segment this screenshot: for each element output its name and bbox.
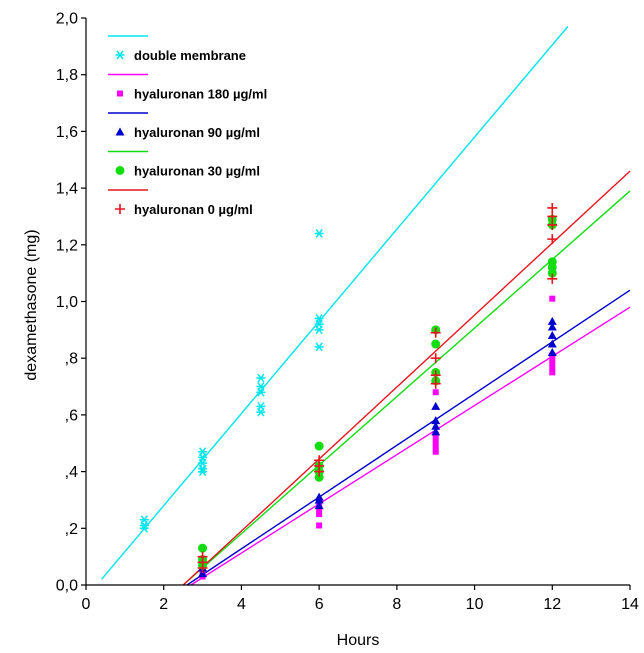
data-point-hyaluronan-180-g-ml [316, 522, 323, 529]
data-point-hyaluronan-90-g-ml [547, 339, 557, 348]
data-point-double-membrane [314, 229, 324, 238]
data-point-double-membrane [139, 523, 149, 533]
y-tick-label: ,4 [65, 464, 78, 481]
data-point-hyaluronan-90-g-ml [314, 492, 324, 501]
data-point-hyaluronan-0-g-ml [547, 273, 558, 284]
data-point-hyaluronan-180-g-ml [549, 369, 556, 376]
data-point-hyaluronan-90-g-ml [198, 569, 208, 578]
y-tick-label: ,6 [65, 407, 78, 424]
y-tick-label: 1,2 [56, 237, 78, 254]
data-point-hyaluronan-180-g-ml [432, 437, 439, 444]
data-point-hyaluronan-30-g-ml [314, 472, 324, 482]
x-tick-label: 2 [159, 596, 168, 613]
fit-line-hyaluronan-90-g-ml [186, 289, 631, 586]
legend-label-hyaluronan-30-g-ml: hyaluronan 30 µg/ml [134, 164, 260, 179]
legend-marker-hyaluronan-180-g-ml [117, 90, 123, 97]
data-point-double-membrane [314, 325, 324, 335]
data-point-hyaluronan-180-g-ml [432, 443, 439, 450]
data-point-hyaluronan-180-g-ml [549, 363, 556, 370]
legend-marker-hyaluronan-30-g-ml [115, 166, 125, 175]
data-point-hyaluronan-90-g-ml [547, 322, 557, 331]
y-axis-title: dexamethasone (mg) [23, 229, 40, 380]
legend-label-hyaluronan-0-g-ml: hyaluronan 0 µg/ml [134, 202, 253, 217]
legend-label-double-membrane: double membrane [134, 48, 246, 63]
data-point-hyaluronan-90-g-ml [547, 316, 557, 325]
data-point-hyaluronan-0-g-ml [547, 234, 558, 245]
x-tick-label: 14 [621, 596, 639, 613]
data-point-double-membrane [256, 373, 266, 383]
data-point-double-membrane [314, 342, 324, 352]
data-point-hyaluronan-0-g-ml [314, 466, 325, 477]
data-point-hyaluronan-180-g-ml [549, 295, 556, 302]
data-point-hyaluronan-90-g-ml [547, 348, 557, 357]
fit-lines [101, 26, 631, 586]
data-point-hyaluronan-180-g-ml [549, 358, 556, 365]
x-tick-label: 8 [392, 596, 401, 613]
x-tick-label: 0 [82, 596, 91, 613]
data-point-hyaluronan-0-g-ml [547, 211, 558, 222]
legend: double membrane hyaluronan 180 µg/ml hyalu… [108, 35, 267, 217]
data-point-hyaluronan-180-g-ml [316, 511, 323, 518]
data-point-double-membrane [256, 382, 266, 391]
data-point-hyaluronan-0-g-ml [430, 370, 441, 381]
data-point-hyaluronan-90-g-ml [314, 501, 324, 510]
data-point-hyaluronan-90-g-ml [431, 401, 441, 410]
fit-line-hyaluronan-30-g-ml [182, 190, 631, 586]
data-point-hyaluronan-30-g-ml [314, 441, 324, 451]
data-point-hyaluronan-90-g-ml [431, 421, 441, 430]
data-point-hyaluronan-0-g-ml [430, 378, 441, 389]
data-point-hyaluronan-0-g-ml [547, 202, 558, 213]
data-point-hyaluronan-180-g-ml [432, 448, 439, 455]
y-tick-label: ,8 [65, 351, 78, 368]
data-point-double-membrane [256, 387, 266, 397]
data-point-double-membrane [256, 407, 266, 417]
axes: 0 2 4 6 8 10 12 14 0,0 ,2 ,4 ,6 ,8 1,0 1,2 1,4 1,6 1,8 2,0 [56, 11, 639, 614]
y-tick-label: 1,0 [56, 294, 78, 311]
data-point-hyaluronan-0-g-ml [430, 327, 441, 338]
data-point-hyaluronan-30-g-ml [198, 543, 208, 553]
fit-line-hyaluronan-180-g-ml [190, 306, 631, 586]
legend-label-hyaluronan-180-g-ml: hyaluronan 180 µg/ml [134, 87, 267, 102]
data-point-hyaluronan-0-g-ml [197, 562, 208, 573]
data-point-double-membrane [198, 467, 208, 477]
y-tick-label: 1,4 [56, 181, 78, 198]
y-tick-label: 1,8 [56, 67, 78, 84]
y-tick-label: 0,0 [56, 578, 78, 595]
data-point-hyaluronan-30-g-ml [547, 268, 557, 278]
data-point-double-membrane [256, 401, 266, 411]
data-point-hyaluronan-0-g-ml [547, 219, 558, 230]
x-tick-label: 6 [315, 596, 324, 613]
data-point-hyaluronan-180-g-ml [432, 389, 439, 396]
fit-line-double-membrane [101, 26, 569, 580]
legend-marker-hyaluronan-90-g-ml [115, 127, 125, 136]
data-point-hyaluronan-30-g-ml [431, 339, 441, 349]
x-tick-label: 12 [543, 596, 561, 613]
data-points [139, 202, 558, 580]
fit-line-hyaluronan-0-g-ml [182, 170, 631, 586]
x-axis-title: Hours [337, 632, 380, 649]
y-tick-label: ,2 [65, 521, 78, 538]
data-point-hyaluronan-0-g-ml [430, 353, 441, 364]
legend-marker-hyaluronan-0-g-ml [115, 204, 125, 214]
legend-marker-double-membrane [115, 50, 125, 60]
data-point-hyaluronan-90-g-ml [547, 331, 557, 340]
y-tick-label: 2,0 [56, 11, 78, 28]
legend-label-hyaluronan-90-g-ml: hyaluronan 90 µg/ml [134, 125, 260, 140]
data-point-double-membrane [139, 515, 149, 525]
y-tick-label: 1,6 [56, 124, 78, 141]
data-point-hyaluronan-90-g-ml [431, 416, 441, 425]
x-tick-label: 10 [466, 596, 484, 613]
data-point-hyaluronan-90-g-ml [431, 427, 441, 436]
x-tick-label: 4 [237, 596, 246, 613]
data-point-double-membrane [198, 447, 208, 457]
